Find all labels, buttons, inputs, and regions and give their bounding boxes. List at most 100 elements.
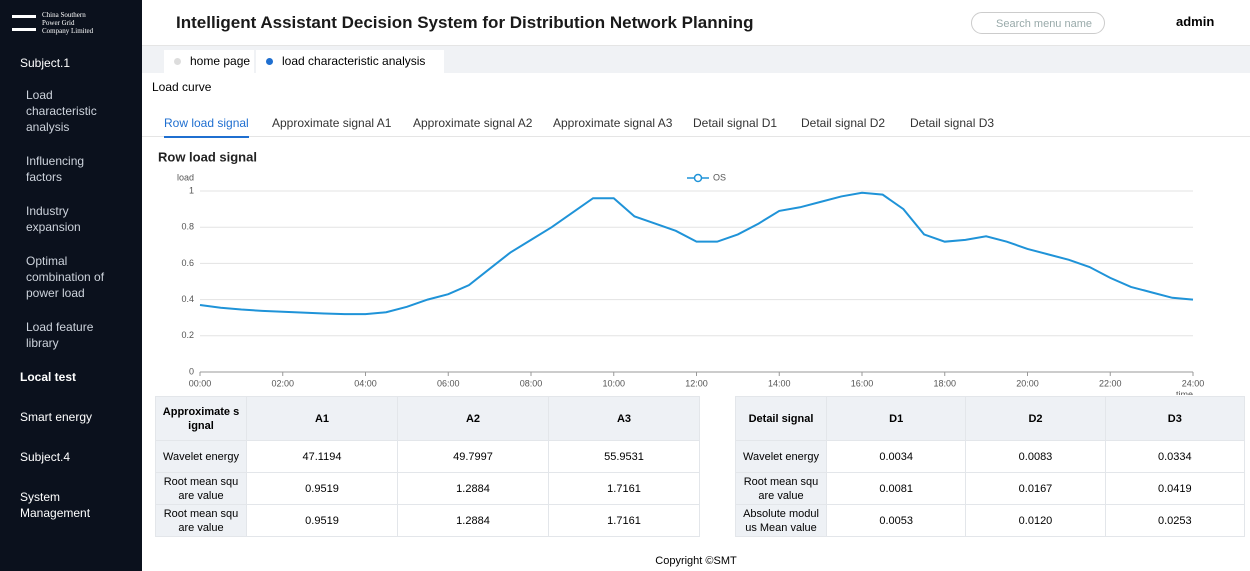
cell: 0.0419 bbox=[1104, 472, 1246, 505]
header-cell: A3 bbox=[548, 396, 700, 441]
sub-tabs: Row load signal Approximate signal A1 Appr… bbox=[142, 108, 1250, 138]
table-header: Detail signal D1 D2 D3 bbox=[735, 396, 1246, 441]
cell: 0.9519 bbox=[246, 504, 398, 537]
cell: 1.2884 bbox=[397, 472, 549, 505]
table-row: Absolute modulus Mean value 0.0053 0.0120 0… bbox=[735, 504, 1246, 537]
y-tick-label: 0.2 bbox=[181, 330, 194, 340]
line-series bbox=[199, 191, 1194, 316]
cell: 0.0334 bbox=[1104, 440, 1246, 473]
row-label: Root mean square value bbox=[155, 504, 247, 537]
x-tick-label: 18:00 bbox=[933, 378, 956, 388]
row-label: Root mean square value bbox=[155, 472, 247, 505]
cell: 1.7161 bbox=[548, 504, 700, 537]
menu-item[interactable]: Local test bbox=[20, 370, 77, 384]
y-tick-label: 0.8 bbox=[181, 222, 194, 232]
logo-text: China Southern Power Grid Company Limite… bbox=[42, 10, 94, 35]
table-row: Wavelet energy 0.0034 0.0083 0.0334 bbox=[735, 440, 1246, 473]
x-tick-label: 12:00 bbox=[685, 378, 708, 388]
x-tick-label: 06:00 bbox=[437, 378, 460, 388]
cell: 0.0034 bbox=[825, 440, 967, 473]
search-box[interactable]: Search menu name bbox=[971, 12, 1105, 34]
tab-bar: home page load characteristic analysis bbox=[142, 45, 1250, 73]
legend-symbol bbox=[693, 173, 703, 183]
sub-tab[interactable]: Row load signal bbox=[164, 116, 249, 138]
cell: 47.1194 bbox=[246, 440, 398, 473]
cell: 0.0053 bbox=[825, 504, 967, 537]
header-cell: Detail signal bbox=[735, 396, 827, 441]
cell: 0.9519 bbox=[246, 472, 398, 505]
sub-tab[interactable]: Approximate signal A1 bbox=[272, 116, 392, 130]
header-cell: D2 bbox=[965, 396, 1106, 441]
header-cell: D1 bbox=[825, 396, 967, 441]
y-axis-label: load bbox=[177, 172, 194, 182]
menu: Subject.1 Load characteristic analysis Inf… bbox=[0, 55, 142, 521]
cell: 0.0081 bbox=[825, 472, 967, 505]
cell: 1.2884 bbox=[397, 504, 549, 537]
sub-tab[interactable]: Detail signal D2 bbox=[801, 116, 886, 130]
y-tick-label: 0 bbox=[189, 366, 194, 376]
cell: 55.9531 bbox=[548, 440, 700, 473]
user-menu[interactable]: admin bbox=[1176, 14, 1215, 29]
header: Intelligent Assistant Decision System fo… bbox=[142, 0, 1250, 45]
menu-item[interactable]: Subject.4 bbox=[20, 450, 71, 464]
cell: 0.0167 bbox=[965, 472, 1106, 505]
x-tick-label: 08:00 bbox=[520, 378, 543, 388]
sub-tab[interactable]: Approximate signal A3 bbox=[553, 116, 673, 130]
y-tick-label: 0.6 bbox=[181, 258, 194, 268]
y-tick-label: 1 bbox=[189, 185, 194, 195]
sidebar: China Southern Power Grid Company Limite… bbox=[0, 0, 142, 571]
sub-tab[interactable]: Detail signal D3 bbox=[910, 116, 995, 130]
table-row: Root mean square value 0.0081 0.0167 0.0419 bbox=[735, 472, 1246, 505]
x-tick-label: 04:00 bbox=[354, 378, 377, 388]
header-cell: A1 bbox=[246, 396, 398, 441]
cell: 1.7161 bbox=[548, 472, 700, 505]
cell: 0.0253 bbox=[1104, 504, 1246, 537]
data-table: Detail signal D1 D2 D3 Wavelet energy 0.0034 0… bbox=[735, 396, 1246, 537]
sub-tab[interactable]: Detail signal D1 bbox=[693, 116, 778, 130]
x-tick-label: 20:00 bbox=[1016, 378, 1039, 388]
x-tick-label: 22:00 bbox=[1099, 378, 1122, 388]
menu-item[interactable]: Influencing factors bbox=[26, 154, 85, 184]
menu-item[interactable]: Load feature library bbox=[26, 320, 94, 350]
chart-title: Row load signal bbox=[158, 149, 257, 164]
table-header: Approximate signal A1 A2 A3 bbox=[155, 396, 700, 441]
menu-item[interactable]: System Management bbox=[20, 490, 91, 520]
menu-item[interactable]: Load characteristic analysis bbox=[26, 88, 97, 134]
tab[interactable]: load characteristic analysis bbox=[256, 50, 444, 73]
header-cell: D3 bbox=[1104, 396, 1246, 441]
menu-item[interactable]: Optimal combination of power load bbox=[26, 254, 105, 300]
tab[interactable]: home page bbox=[164, 50, 254, 73]
menu-item[interactable]: Industry expansion bbox=[26, 204, 81, 234]
chart: Row load signal load time 0 0.2 0.4 0.6 0.8 1 00:… bbox=[158, 149, 1205, 395]
app-title: Intelligent Assistant Decision System fo… bbox=[176, 13, 754, 32]
x-tick-label: 16:00 bbox=[851, 378, 874, 388]
table-row: Root mean square value 0.9519 1.2884 1.7161 bbox=[155, 472, 700, 505]
logo: China Southern Power Grid Company Limite… bbox=[0, 0, 142, 45]
table-row: Wavelet energy 47.1194 49.7997 55.9531 bbox=[155, 440, 700, 473]
cell: 49.7997 bbox=[397, 440, 549, 473]
x-tick-label: 00:00 bbox=[189, 378, 212, 388]
panel-title: Load curve bbox=[152, 80, 212, 94]
x-tick-label: 14:00 bbox=[768, 378, 791, 388]
x-tick-label: 24:00 bbox=[1182, 378, 1205, 388]
x-axis-label: time bbox=[1176, 389, 1193, 395]
header-cell: A2 bbox=[397, 396, 549, 441]
sub-tab[interactable]: Approximate signal A2 bbox=[413, 116, 533, 130]
legend-label: OS bbox=[713, 172, 726, 182]
row-label: Absolute modulus Mean value bbox=[735, 504, 827, 537]
cell: 0.0120 bbox=[965, 504, 1106, 537]
menu-item[interactable]: Subject.1 bbox=[20, 56, 71, 70]
row-label: Wavelet energy bbox=[155, 440, 247, 473]
x-tick-label: 10:00 bbox=[602, 378, 625, 388]
row-label: Wavelet energy bbox=[735, 440, 827, 473]
menu-item[interactable]: Smart energy bbox=[20, 410, 93, 424]
header-cell: Approximate signal bbox=[155, 396, 247, 441]
table-row: Root mean square value 0.9519 1.2884 1.7161 bbox=[155, 504, 700, 537]
footer: Copyright ©SMT bbox=[655, 555, 737, 567]
x-tick-label: 02:00 bbox=[271, 378, 294, 388]
cell: 0.0083 bbox=[965, 440, 1106, 473]
data-table: Approximate signal A1 A2 A3 Wavelet energy 47… bbox=[155, 396, 700, 537]
row-label: Root mean square value bbox=[735, 472, 827, 505]
y-tick-label: 0.4 bbox=[181, 294, 194, 304]
